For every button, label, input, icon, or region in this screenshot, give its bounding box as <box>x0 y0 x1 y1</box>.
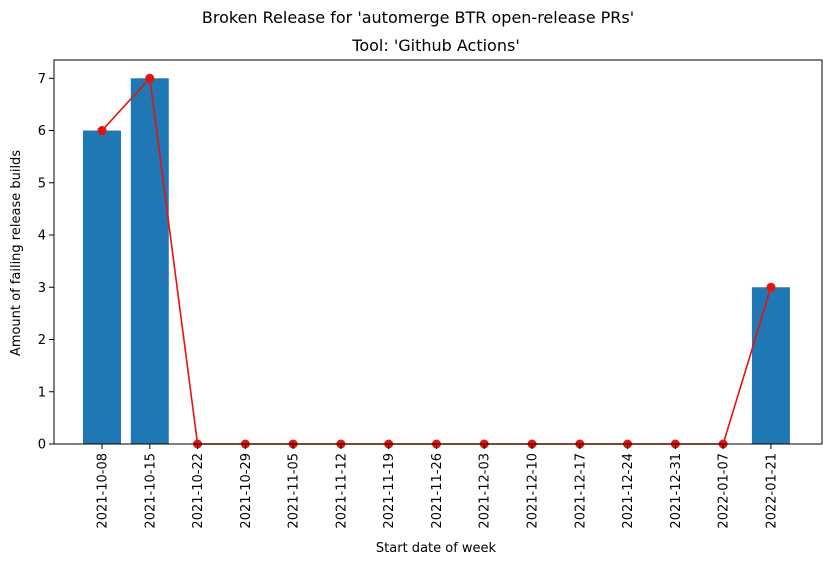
x-tick-label: 2021-11-05 <box>287 453 302 529</box>
chart-subtitle: Tool: 'Github Actions' <box>351 36 519 55</box>
x-tick-label: 2021-11-26 <box>430 453 445 529</box>
line-point-2021-10-15 <box>145 73 155 83</box>
bar-2021-10-08 <box>83 130 121 444</box>
x-tick-label: 2021-11-12 <box>334 453 349 529</box>
x-tick-label: 2021-12-24 <box>621 453 636 529</box>
line-point-2021-10-08 <box>97 126 107 136</box>
plot-frame <box>53 59 823 445</box>
y-tick-label: 7 <box>38 72 46 87</box>
chart-title: Broken Release for 'automerge BTR open-r… <box>202 8 634 27</box>
y-tick-label: 0 <box>38 438 46 453</box>
x-tick-label: 2021-10-08 <box>96 453 111 529</box>
y-tick-label: 2 <box>38 333 46 348</box>
x-tick-label: 2021-12-10 <box>526 453 541 529</box>
trend-line <box>101 76 772 445</box>
y-axis-label: Amount of failing release builds <box>9 150 24 356</box>
y-tick-label: 6 <box>38 124 46 139</box>
y-tick-label: 1 <box>38 385 46 400</box>
bar-2022-01-21 <box>751 287 790 444</box>
line-point-2022-01-21 <box>766 282 776 292</box>
x-tick-label: 2021-12-17 <box>573 453 588 529</box>
y-tick-label: 3 <box>38 281 46 296</box>
x-tick-label: 2022-01-07 <box>717 453 732 529</box>
y-tick-label: 4 <box>38 229 46 244</box>
x-tick-label: 2021-10-15 <box>143 453 158 529</box>
x-tick-label: 2021-12-03 <box>478 453 493 529</box>
x-tick-label: 2022-01-21 <box>764 453 779 529</box>
x-tick-label: 2021-11-19 <box>382 453 397 529</box>
x-tick-label: 2021-10-22 <box>191 453 206 529</box>
x-axis-label: Start date of week <box>376 541 497 556</box>
y-tick-label: 5 <box>38 176 46 191</box>
x-tick-label: 2021-12-31 <box>669 453 684 529</box>
bar-2021-10-15 <box>130 78 169 445</box>
x-tick-label: 2021-10-29 <box>239 453 254 529</box>
